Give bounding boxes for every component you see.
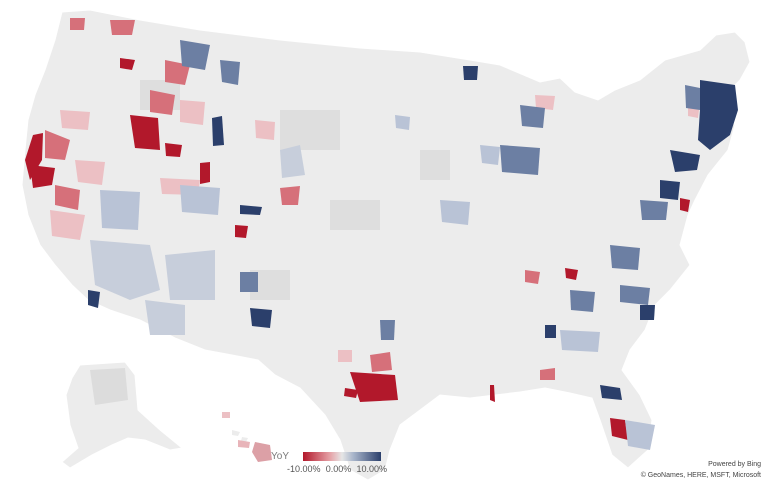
- legend-min-label: -10.00%: [287, 464, 321, 474]
- legend-max-label: 10.00%: [356, 464, 387, 474]
- decline-counties-strong: [25, 58, 690, 440]
- legend-gradient-bar: [303, 452, 381, 461]
- southwest-light-blue-counties: [90, 145, 305, 335]
- county-gray-areas: [140, 80, 450, 300]
- growth-counties-light: [100, 115, 655, 450]
- copyright-credit: © GeoNames, HERE, MSFT, Microsoft: [640, 472, 761, 479]
- decline-counties-mid: [45, 18, 555, 380]
- growth-counties-strong: [88, 66, 738, 400]
- legend-title: YoY: [271, 451, 289, 462]
- alaska-gray: [90, 368, 128, 405]
- legend-labels: -10.00% 0.00% 10.00%: [287, 464, 387, 474]
- powered-by-credit: Powered by Bing: [708, 461, 761, 468]
- decline-counties-light: [50, 95, 700, 418]
- continental-us: [21, 9, 751, 481]
- legend-mid-label: 0.00%: [325, 464, 352, 474]
- growth-counties-mid: [180, 40, 700, 340]
- alaska: [61, 361, 184, 469]
- hawaii: [232, 430, 272, 462]
